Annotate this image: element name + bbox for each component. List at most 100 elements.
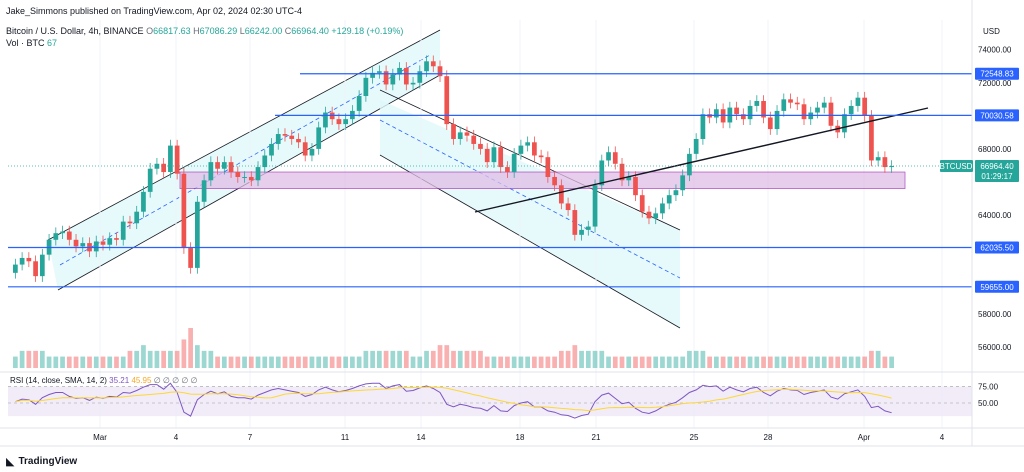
volume-bar <box>343 356 349 368</box>
candle-body <box>545 157 551 177</box>
candle-body <box>673 190 679 196</box>
volume-bar <box>754 356 760 368</box>
volume-bar <box>714 356 719 368</box>
volume-bar <box>464 350 470 368</box>
candle-body <box>471 135 477 144</box>
candle-body <box>134 211 140 224</box>
candle-body <box>639 195 645 212</box>
rsi-na-1: ∅ <box>162 376 170 385</box>
candle-body <box>882 157 888 168</box>
volume-bar <box>558 350 564 368</box>
candle-body <box>801 104 807 120</box>
candle-body <box>107 238 113 245</box>
volume-bar <box>356 356 362 368</box>
candle-body <box>39 254 45 277</box>
volume-bar <box>821 356 827 368</box>
volume-bar <box>120 356 126 368</box>
volume-bar <box>781 356 787 368</box>
volume-bar <box>653 356 659 368</box>
level-tag-bg <box>975 280 1019 293</box>
candle-body <box>518 145 524 154</box>
candle-body <box>828 102 834 126</box>
symbol-title[interactable]: Bitcoin / U.S. Dollar, 4h, BINANCE <box>6 26 144 36</box>
currency-label[interactable]: USD <box>983 27 1000 36</box>
volume-bar <box>471 350 477 368</box>
support-zone <box>179 171 906 189</box>
volume-bar <box>545 356 551 368</box>
candle-body <box>221 162 227 169</box>
candle-body <box>767 117 773 130</box>
volume-bar <box>39 350 45 368</box>
candle-body <box>397 67 402 75</box>
candle-body <box>538 155 544 158</box>
volume-bar <box>889 356 894 368</box>
volume-bar <box>727 356 733 368</box>
volume-bar <box>491 356 497 368</box>
breakout-trendline <box>474 107 929 213</box>
volume-bar <box>397 350 402 368</box>
volume-bar <box>147 350 153 368</box>
time-tick-label: 11 <box>341 433 350 442</box>
volume-bar <box>26 350 32 368</box>
candle-body <box>599 160 605 186</box>
ascending-channel-upper-line <box>47 29 441 241</box>
volume-bar <box>666 356 672 368</box>
publisher-line: Jake_Simmons published on TradingView.co… <box>6 6 303 16</box>
candle-body <box>889 166 894 168</box>
candle-body <box>181 173 187 249</box>
last-price-tag-bg <box>975 160 1019 183</box>
volume-bar <box>532 356 537 368</box>
rsi-label: RSI (14, close, SMA, 14, 2) <box>10 376 107 385</box>
candle-body <box>848 105 854 115</box>
rsi-na-3: ∅ <box>181 376 189 385</box>
candle-body <box>363 77 369 97</box>
candle-body <box>215 162 220 169</box>
rsi-legend[interactable]: RSI (14, close, SMA, 14, 2) 35.21 45.95 … <box>10 376 197 385</box>
rsi-ma-value: 45.95 <box>131 376 152 385</box>
volume-bar <box>100 356 106 368</box>
candle-body <box>552 176 557 186</box>
volume-bar <box>188 328 193 368</box>
volume-bar <box>329 356 335 368</box>
candle-body <box>747 105 753 120</box>
tradingview-brand[interactable]: ◣ TradingView <box>6 455 77 468</box>
volume-bar <box>248 356 254 368</box>
volume-bar <box>87 356 92 368</box>
candle-body <box>734 107 739 115</box>
candle-body <box>289 135 295 139</box>
ohlc-h: 67086.29 <box>199 26 238 36</box>
candle-body <box>174 145 180 174</box>
level-tag-label: 70030.58 <box>980 111 1014 120</box>
ohlc-c: 66964.40 <box>291 26 329 36</box>
candle-body <box>572 210 578 235</box>
price-tick-label: 74000.00 <box>978 46 1012 55</box>
candle-body <box>666 195 672 204</box>
price-tick-label: 68000.00 <box>978 145 1012 154</box>
volume-bar <box>848 356 854 368</box>
candle-body <box>208 162 214 181</box>
volume-bar <box>107 356 113 368</box>
candle-body <box>498 147 504 168</box>
candle-body <box>505 167 510 173</box>
volume-bar <box>592 350 598 368</box>
candle-body <box>781 99 787 111</box>
candle-body <box>511 153 517 173</box>
volume-bar <box>747 356 753 368</box>
candle-body <box>875 157 881 161</box>
candle-body <box>633 176 638 196</box>
level-tag-label: 62035.50 <box>980 243 1014 252</box>
candle-body <box>862 97 868 116</box>
volume-bar <box>767 356 773 368</box>
volume-legend[interactable]: Vol · BTC 67 <box>6 38 57 48</box>
volume-bar <box>201 350 207 368</box>
volume-bar <box>323 356 328 368</box>
volume-bar <box>740 356 746 368</box>
volume-bar <box>788 356 793 368</box>
volume-bar <box>585 350 591 368</box>
candle-body <box>390 74 396 85</box>
volume-bar <box>53 356 59 368</box>
volume-bar <box>626 356 632 368</box>
volume-bar <box>134 350 140 368</box>
candle-body <box>646 211 652 219</box>
